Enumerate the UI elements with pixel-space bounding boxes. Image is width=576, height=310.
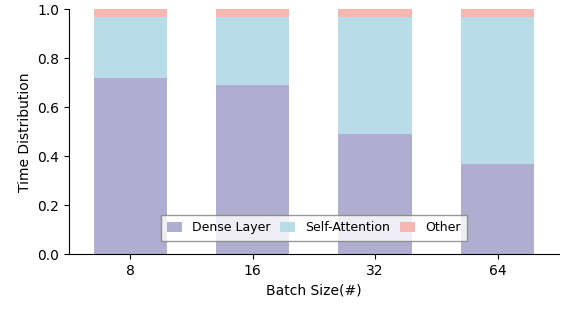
Legend: Dense Layer, Self-Attention, Other: Dense Layer, Self-Attention, Other (161, 215, 467, 241)
Bar (338, 17, 412, 134)
Bar (461, 9, 535, 17)
Y-axis label: Time Distribution: Time Distribution (18, 72, 32, 192)
Bar (93, 78, 167, 254)
Bar (216, 85, 289, 254)
Bar (93, 17, 167, 78)
Bar (216, 17, 289, 85)
X-axis label: Batch Size(#): Batch Size(#) (266, 283, 362, 298)
Bar (93, 9, 167, 17)
Bar (461, 17, 535, 164)
Bar (216, 9, 289, 17)
Bar (338, 9, 412, 17)
Bar (461, 164, 535, 254)
Bar (338, 134, 412, 254)
